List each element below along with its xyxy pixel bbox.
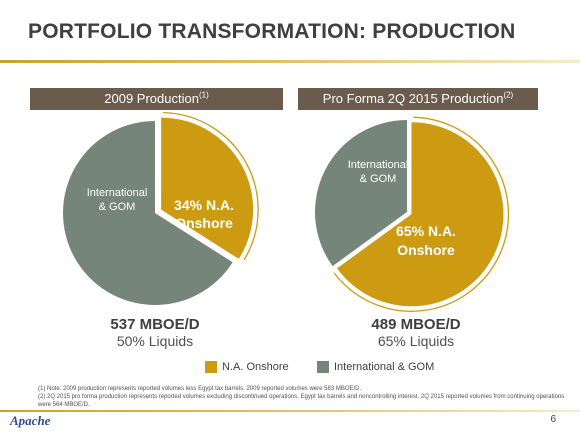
stat-2009-total: 537 MBOE/D (110, 316, 200, 333)
pie-0-explode-outline (163, 111, 259, 261)
pie-1-label-n-a-onshore: 65% N.A. Onshore (396, 223, 456, 258)
page-number: 6 (550, 414, 556, 425)
stat-2009: 537 MBOE/D 50% Liquids (55, 316, 255, 349)
pie-0-slice-n-a-onshore (161, 117, 254, 259)
pie-0-label-international-gom: International & GOM (87, 187, 148, 213)
slide-title: PORTFOLIO TRANSFORMATION: PRODUCTION (28, 20, 516, 43)
stat-2015: 489 MBOE/D 65% Liquids (316, 316, 516, 349)
pie-1-slice-n-a-onshore (337, 122, 504, 307)
legend-swatch-na-onshore (205, 361, 217, 373)
footer-divider (0, 410, 580, 412)
chart-header-2015: Pro Forma 2Q 2015 Production(2) (298, 88, 538, 110)
stat-2015-liquids: 65% Liquids (377, 333, 455, 349)
chart-header-2009-footnote: (1) (198, 90, 209, 100)
pie-1-slice-international-gom (315, 120, 407, 267)
apache-logo: Apache (10, 413, 51, 428)
title-divider (0, 60, 580, 63)
stat-2015-total: 489 MBOE/D (371, 316, 461, 333)
chart-header-2015-footnote: (2) (503, 90, 514, 100)
legend-swatch-international-gom (317, 361, 329, 373)
footnotes: (1) Note: 2009 production represents rep… (38, 385, 568, 409)
pie-1-label-international-gom: International & GOM (348, 159, 409, 185)
pie-0-slice-international-gom (62, 121, 233, 306)
chart-header-2015-text: Pro Forma 2Q 2015 Production (322, 91, 504, 106)
pie-1-explode-outline (333, 116, 510, 312)
chart-header-2009: 2009 Production(1) (30, 88, 283, 110)
footnote-1: (1) Note: 2009 production represents rep… (38, 386, 362, 392)
footnote-2: (2) 2Q 2015 pro forma production represe… (38, 394, 565, 408)
stat-2009-liquids: 50% Liquids (116, 333, 194, 349)
legend-label-na-onshore: N.A. Onshore (222, 361, 289, 373)
chart-header-2009-text: 2009 Production (104, 91, 199, 106)
legend-label-international-gom: International & GOM (334, 361, 435, 373)
pie-0-label-n-a-onshore: 34% N.A. Onshore (174, 197, 234, 231)
